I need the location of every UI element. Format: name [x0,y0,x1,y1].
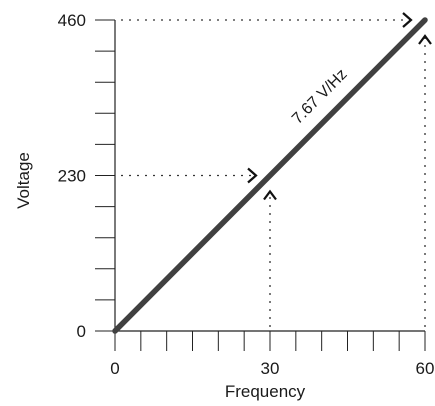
x-tick-label-2: 60 [416,359,435,378]
axes: 0 230 460 0 30 60 [58,11,435,378]
h-guide-arrow-1 [402,12,413,28]
v-guide-arrow-1 [418,34,432,45]
y-tick-label-1: 230 [58,167,86,186]
y-axis-label: Voltage [14,152,33,209]
y-tick-label-2: 460 [58,11,86,30]
x-tick-label-1: 30 [261,359,280,378]
v-guide-arrow-0 [263,189,277,201]
x-tick-label-0: 0 [110,359,119,378]
h-guide-arrow-0 [247,167,258,184]
slope-annotation: 7.67 V/Hz [289,66,351,128]
labels: Frequency Voltage 7.67 V/Hz [14,66,351,401]
series-line-0 [112,17,428,334]
reference-guides [121,12,432,327]
y-tick-label-0: 0 [77,322,86,341]
x-axis-label: Frequency [225,382,306,401]
series-group [112,17,428,334]
